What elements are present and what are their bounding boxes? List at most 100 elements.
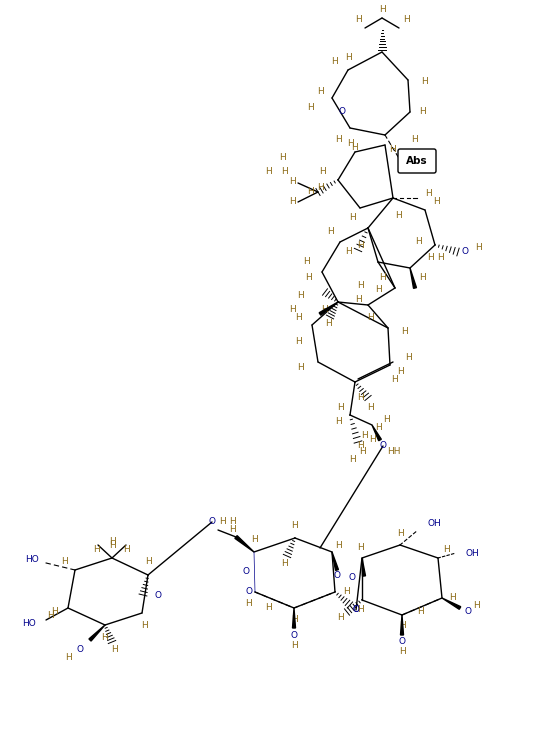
Text: H: H xyxy=(306,104,314,113)
Text: H: H xyxy=(345,248,351,257)
Text: H: H xyxy=(375,285,381,294)
Text: H: H xyxy=(367,313,373,322)
Text: H: H xyxy=(229,517,235,526)
Text: H: H xyxy=(422,77,428,86)
Text: H: H xyxy=(320,167,326,176)
Text: H: H xyxy=(358,448,366,457)
Text: O: O xyxy=(348,574,356,583)
Text: H: H xyxy=(348,456,355,465)
Text: O: O xyxy=(290,632,297,641)
Text: H: H xyxy=(412,135,418,144)
Text: H: H xyxy=(289,198,295,207)
Text: H: H xyxy=(304,258,310,267)
Text: H: H xyxy=(245,599,252,608)
Text: H: H xyxy=(357,544,363,553)
Text: OH: OH xyxy=(428,518,442,527)
Text: O: O xyxy=(208,517,216,526)
Text: H: H xyxy=(427,254,433,263)
Text: H: H xyxy=(335,418,341,427)
Text: H: H xyxy=(331,58,337,67)
Text: H: H xyxy=(394,210,402,219)
Text: O: O xyxy=(245,587,253,596)
Text: H: H xyxy=(305,273,311,282)
Text: O: O xyxy=(338,107,346,116)
Text: O: O xyxy=(76,646,84,655)
Text: H: H xyxy=(289,177,295,186)
Text: H: H xyxy=(424,189,432,198)
Text: H: H xyxy=(450,593,456,602)
Text: HO: HO xyxy=(22,620,36,629)
Text: H: H xyxy=(111,646,119,655)
Text: H: H xyxy=(473,602,479,611)
Text: OH: OH xyxy=(466,548,480,557)
Text: H: H xyxy=(281,559,289,569)
Text: H: H xyxy=(403,16,409,25)
Text: H: H xyxy=(361,430,367,439)
Text: H: H xyxy=(252,535,258,544)
FancyBboxPatch shape xyxy=(398,149,436,173)
Text: H: H xyxy=(295,313,301,322)
Text: H: H xyxy=(419,107,425,116)
Text: H: H xyxy=(306,188,314,197)
Text: H: H xyxy=(443,545,449,554)
Text: H: H xyxy=(355,16,361,25)
Polygon shape xyxy=(293,608,295,628)
Text: H: H xyxy=(475,243,481,252)
Text: H: H xyxy=(404,354,412,363)
Text: H: H xyxy=(265,167,271,176)
Text: H: H xyxy=(279,153,285,162)
Text: H: H xyxy=(388,146,396,155)
Text: H: H xyxy=(357,240,363,249)
Text: H: H xyxy=(375,424,381,433)
Text: H: H xyxy=(397,367,403,376)
Text: HH: HH xyxy=(387,448,401,457)
Text: H: H xyxy=(368,436,376,445)
Text: H: H xyxy=(291,521,299,530)
Text: H: H xyxy=(325,319,331,328)
Text: H: H xyxy=(437,254,443,263)
Text: H: H xyxy=(142,622,148,631)
Text: H: H xyxy=(291,641,297,650)
Text: H: H xyxy=(355,295,361,304)
Text: H: H xyxy=(392,376,398,385)
Text: H: H xyxy=(357,394,363,403)
Text: H: H xyxy=(93,545,99,554)
Text: H: H xyxy=(343,587,350,596)
Text: H: H xyxy=(357,441,363,450)
Polygon shape xyxy=(362,558,366,576)
Polygon shape xyxy=(442,598,461,609)
Text: H: H xyxy=(265,604,271,613)
Text: H: H xyxy=(289,306,295,315)
Text: H: H xyxy=(337,614,343,623)
Polygon shape xyxy=(401,615,403,635)
Text: H: H xyxy=(399,622,407,631)
Text: H: H xyxy=(352,143,358,152)
Text: H: H xyxy=(367,403,373,412)
Text: H: H xyxy=(229,526,235,535)
Text: HO: HO xyxy=(25,556,39,565)
Text: H: H xyxy=(378,273,386,282)
Text: H: H xyxy=(317,183,324,192)
Text: H: H xyxy=(348,213,355,222)
Text: H: H xyxy=(327,228,334,237)
Polygon shape xyxy=(372,425,381,441)
Text: H: H xyxy=(47,611,53,620)
Text: H: H xyxy=(357,605,363,614)
Text: O: O xyxy=(461,248,469,257)
Text: O: O xyxy=(352,605,360,614)
Text: H: H xyxy=(296,363,304,372)
Text: H: H xyxy=(335,541,341,550)
Text: H: H xyxy=(402,327,408,336)
Text: H: H xyxy=(109,538,115,547)
Text: Abs: Abs xyxy=(406,156,428,166)
Text: O: O xyxy=(398,638,406,647)
Text: H: H xyxy=(399,647,406,656)
Polygon shape xyxy=(235,535,254,552)
Polygon shape xyxy=(332,552,338,571)
Text: O: O xyxy=(243,568,249,577)
Text: H: H xyxy=(357,281,363,289)
Text: H: H xyxy=(335,135,341,144)
Text: H: H xyxy=(61,557,68,566)
Text: H: H xyxy=(414,237,422,246)
Text: H: H xyxy=(296,291,304,300)
